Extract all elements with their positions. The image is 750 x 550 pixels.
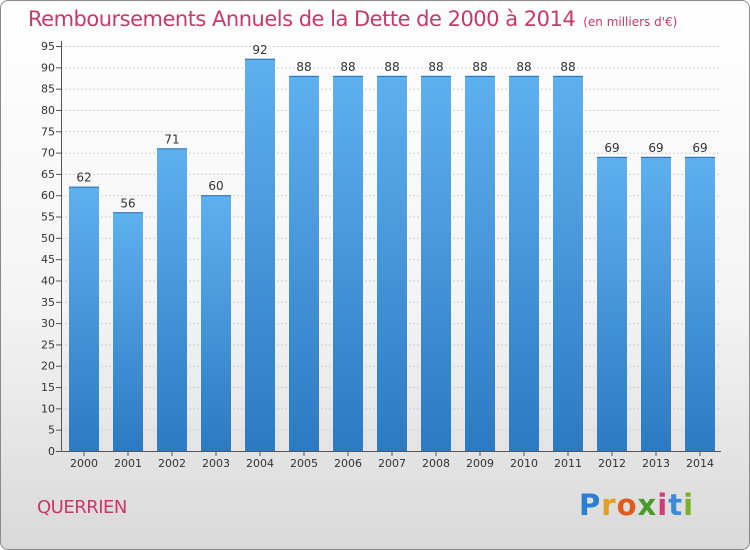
y-tick-label: 95 <box>41 40 55 53</box>
brand-letter: r <box>601 488 617 522</box>
x-tick-label: 2010 <box>510 457 538 470</box>
y-tick-label: 45 <box>41 253 55 266</box>
x-tick-label: 2002 <box>158 457 186 470</box>
data-label: 88 <box>560 60 575 74</box>
y-tick-label: 90 <box>41 61 55 74</box>
brand-letter: x <box>637 488 658 522</box>
y-tick-label: 55 <box>41 211 55 224</box>
brand-letter: P <box>579 488 602 522</box>
brand-letter: t <box>668 488 684 522</box>
x-tick-label: 2005 <box>290 457 318 470</box>
data-label: 92 <box>252 43 267 57</box>
y-tick-label: 50 <box>41 232 55 245</box>
bar-2000 <box>69 186 99 451</box>
x-tick-label: 2012 <box>598 457 626 470</box>
y-tick-label: 75 <box>41 125 55 138</box>
y-tick-label: 65 <box>41 168 55 181</box>
x-tick-label: 2014 <box>686 457 714 470</box>
x-tick-label: 2008 <box>422 457 450 470</box>
bar-2012 <box>597 156 627 451</box>
bar-2010 <box>509 75 539 451</box>
data-label: 71 <box>164 132 179 146</box>
data-label: 56 <box>120 196 135 210</box>
chart-title: Remboursements Annuels de la Dette de 20… <box>28 7 678 31</box>
x-tick-label: 2007 <box>378 457 406 470</box>
brand-letter: o <box>616 488 638 522</box>
y-tick-label: 40 <box>41 274 55 287</box>
y-tick-label: 0 <box>48 445 55 458</box>
commune-name: QUERRIEN <box>37 497 127 518</box>
bar-2007 <box>377 75 407 451</box>
bar-2006 <box>333 75 363 451</box>
data-label: 88 <box>340 60 355 74</box>
y-tick-label: 70 <box>41 147 55 160</box>
data-label: 69 <box>692 141 707 155</box>
y-tick-label: 25 <box>41 338 55 351</box>
bar-2002 <box>157 148 187 451</box>
y-tick-label: 35 <box>41 296 55 309</box>
y-tick-label: 10 <box>41 402 55 415</box>
data-label: 88 <box>516 60 531 74</box>
x-tick-label: 2000 <box>70 457 98 470</box>
bar-2005 <box>289 75 319 451</box>
x-tick-label: 2006 <box>334 457 362 470</box>
x-tick-label: 2013 <box>642 457 670 470</box>
bar-2001 <box>113 212 143 451</box>
bar-2009 <box>465 75 495 451</box>
data-label: 88 <box>472 60 487 74</box>
y-tick-label: 30 <box>41 317 55 330</box>
y-tick-label: 20 <box>41 360 55 373</box>
bars: 62 56 71 60 92 88 88 88 88 88 88 88 69 69 69 <box>69 43 715 451</box>
x-tick-label: 2009 <box>466 457 494 470</box>
bar-2014 <box>685 156 715 451</box>
y-tick-label: 5 <box>48 424 55 437</box>
axes: 0 5 10 15 20 25 30 35 40 45 50 55 60 65 70 75 80 85 90 95 20… <box>41 40 721 470</box>
x-tick-label: 2011 <box>554 457 582 470</box>
x-tick-label: 2001 <box>114 457 142 470</box>
data-label: 69 <box>604 141 619 155</box>
y-tick-label: 80 <box>41 104 55 117</box>
data-label: 88 <box>296 60 311 74</box>
bar-2008 <box>421 75 451 451</box>
chart-subtitle: (en milliers d'€) <box>583 15 678 29</box>
brand-letter: i <box>683 488 695 522</box>
data-label: 60 <box>208 179 223 193</box>
data-label: 62 <box>76 171 91 185</box>
x-tick-label: 2004 <box>246 457 274 470</box>
brand-logo[interactable]: Proxiti <box>579 488 694 522</box>
brand-letter: i <box>657 488 669 522</box>
y-tick-label: 15 <box>41 381 55 394</box>
data-label: 88 <box>428 60 443 74</box>
y-tick-label: 85 <box>41 83 55 96</box>
data-label: 88 <box>384 60 399 74</box>
x-tick-label: 2003 <box>202 457 230 470</box>
bar-2003 <box>201 195 231 451</box>
y-tick-label: 60 <box>41 189 55 202</box>
data-label: 69 <box>648 141 663 155</box>
bar-2013 <box>641 156 671 451</box>
bar-2011 <box>553 75 583 451</box>
bar-2004 <box>245 58 275 451</box>
